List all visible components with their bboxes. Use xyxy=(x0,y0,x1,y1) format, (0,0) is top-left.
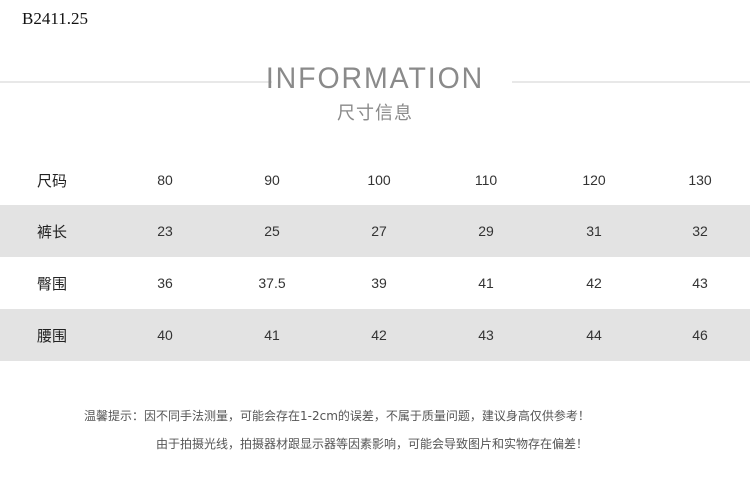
table-cell: 42 xyxy=(586,275,602,291)
table-cell: 31 xyxy=(586,223,602,239)
section-subtitle: 尺寸信息 xyxy=(337,103,413,124)
row-label: 腰围 xyxy=(37,326,68,345)
note-line-1: 温馨提示：因不同手法测量，可能会存在1-2cm的误差，不属于质量问题，建议身高仅… xyxy=(84,409,590,423)
section-title: INFORMATION xyxy=(265,62,485,95)
product-code: B2411.25 xyxy=(22,9,88,28)
table-cell: 29 xyxy=(478,223,494,239)
table-cell: 40 xyxy=(157,327,173,343)
table-cell: 41 xyxy=(264,327,280,343)
table-header-row: 尺码 80 90 100 110 120 130 xyxy=(0,154,750,206)
table-cell: 43 xyxy=(692,275,708,291)
note-line-2: 由于拍摄光线，拍摄器材跟显示器等因素影响，可能会导致图片和实物存在偏差！ xyxy=(156,437,589,451)
size-header-cell: 90 xyxy=(264,172,280,188)
table-row: 裤长 23 25 27 29 31 32 xyxy=(0,205,750,257)
divider-right xyxy=(512,81,750,83)
table-cell: 36 xyxy=(157,275,173,291)
table-cell: 44 xyxy=(586,327,602,343)
table-cell: 32 xyxy=(692,223,708,239)
row-label: 臀围 xyxy=(37,274,68,293)
table-cell: 41 xyxy=(478,275,494,291)
size-header-cell: 130 xyxy=(688,172,712,188)
table-cell: 46 xyxy=(692,327,708,343)
table-cell: 42 xyxy=(371,327,387,343)
size-header-cell: 80 xyxy=(157,172,173,188)
table-cell: 23 xyxy=(157,223,173,239)
table-row: 腰围 40 41 42 43 44 46 xyxy=(0,309,750,361)
table-cell: 27 xyxy=(371,223,387,239)
size-header-cell: 100 xyxy=(367,172,391,188)
size-header-cell: 120 xyxy=(582,172,606,188)
table-cell: 39 xyxy=(371,275,387,291)
table-cell: 37.5 xyxy=(258,275,286,291)
row-label: 裤长 xyxy=(37,222,68,241)
row-label: 尺码 xyxy=(37,171,68,190)
table-row: 臀围 36 37.5 39 41 42 43 xyxy=(0,257,750,309)
table-cell: 43 xyxy=(478,327,494,343)
divider-left xyxy=(0,81,272,83)
size-header-cell: 110 xyxy=(474,172,498,188)
table-cell: 25 xyxy=(264,223,280,239)
